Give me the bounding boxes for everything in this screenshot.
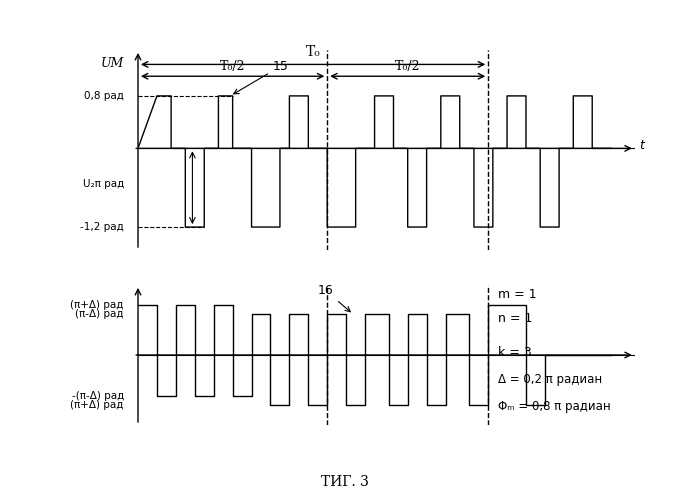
Text: U₂π рад: U₂π рад [83,180,124,190]
Text: T₀/2: T₀/2 [220,60,246,73]
Text: (π-Δ) рад: (π-Δ) рад [75,310,124,320]
Text: T₀/2: T₀/2 [395,60,420,73]
Text: -1,2 рад: -1,2 рад [80,222,124,232]
Text: 15: 15 [234,60,288,94]
Text: t: t [640,138,644,151]
Text: UМ: UМ [101,56,124,70]
Text: k = 3: k = 3 [497,346,531,359]
Text: 0,8 рад: 0,8 рад [84,91,124,101]
Text: ΤИГ. 3: ΤИГ. 3 [321,476,369,490]
Text: 16: 16 [318,284,351,312]
Text: Φₘ = 0,8 π радиан: Φₘ = 0,8 π радиан [497,400,610,413]
Text: (π+Δ) рад: (π+Δ) рад [70,400,124,409]
Text: n = 1: n = 1 [497,312,532,326]
Text: -(π-Δ) рад: -(π-Δ) рад [72,390,124,400]
Text: T₀: T₀ [306,45,320,59]
Text: (π+Δ) рад: (π+Δ) рад [70,300,124,310]
Text: m = 1: m = 1 [497,288,536,300]
Text: Δ = 0,2 π радиан: Δ = 0,2 π радиан [497,374,602,386]
